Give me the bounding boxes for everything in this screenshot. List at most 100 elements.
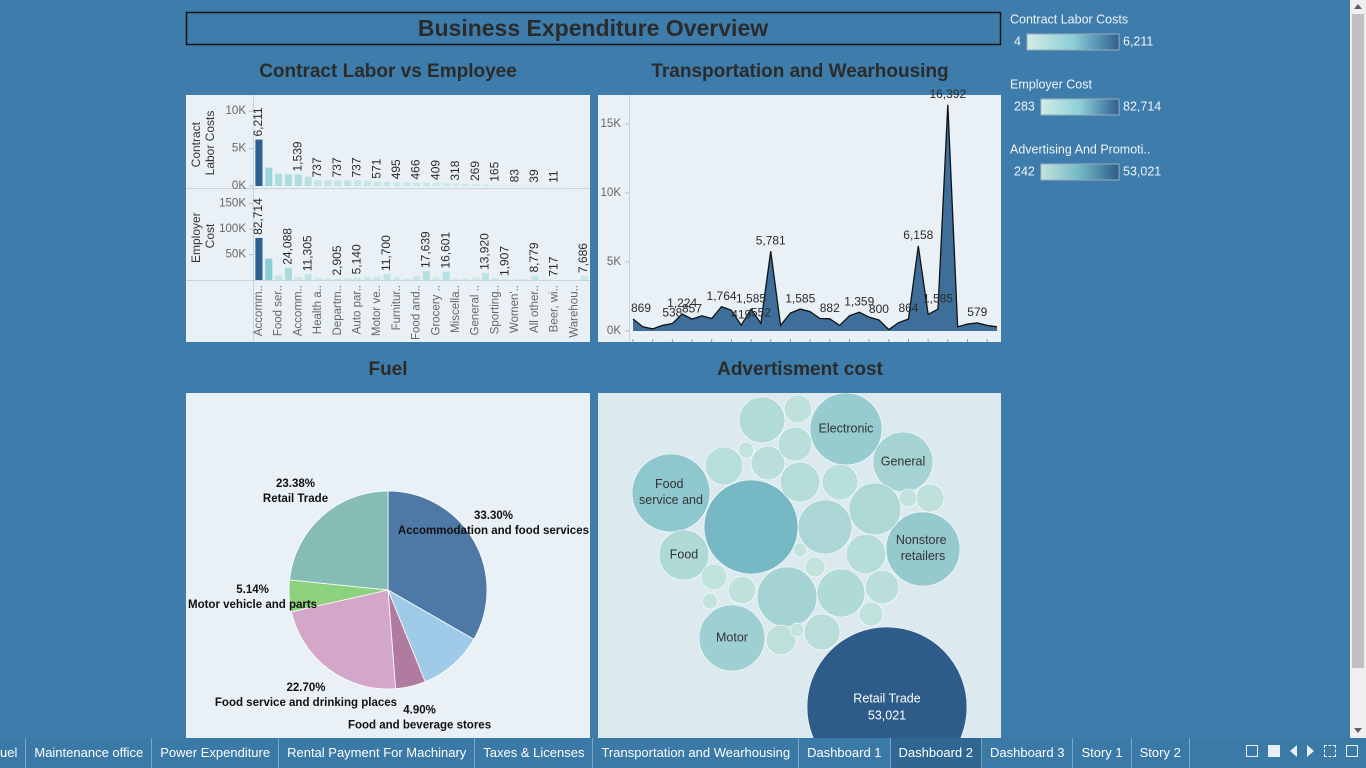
bar [304,176,312,186]
x-tick-label: General .. [470,285,482,336]
slice-label: Motor vehicle and parts [188,599,317,611]
data-label: 737 [310,157,324,177]
data-label: 579 [967,305,987,319]
bubble [789,622,805,638]
tab[interactable]: Maintenance office [26,738,153,768]
bar [294,174,302,186]
icon[interactable] [1324,745,1336,757]
bubble [816,568,866,618]
tab[interactable]: Dashboard 1 [799,738,891,768]
icon[interactable] [1290,745,1297,757]
data-label: 165 [488,161,502,181]
bubble [701,592,719,610]
panel [598,95,1001,342]
bar [511,185,519,186]
bubble [727,575,757,605]
icon[interactable] [1346,745,1358,757]
data-label: 17,639 [419,231,433,268]
bar [580,276,588,280]
data-label: 717 [547,256,561,276]
icon[interactable] [1246,745,1258,757]
tab[interactable]: uel [0,738,27,768]
bubble-label: Nonstore retailers [896,533,950,563]
chart-title: Fuel [368,359,407,380]
y-tick-label: 0K [232,180,246,192]
data-label: 39 [527,169,541,183]
legend-title: Contract Labor Costs [1010,12,1128,26]
bubble [698,604,766,672]
bar [422,271,430,280]
data-label: 269 [468,161,482,181]
legend-min: 242 [1014,164,1035,178]
data-label: 24,088 [281,228,295,265]
data-label: 5,781 [756,233,786,247]
tab-bar: uel Maintenance office Power Expenditure Re… [0,738,1366,768]
data-label: 1,585 [785,291,815,305]
tab[interactable]: Power Expenditure [152,738,280,768]
legend-title: Advertising And Promoti.. [1010,142,1150,156]
scrollbar-thumb [1352,14,1364,668]
chart-title: Contract Labor vs Employee [259,61,517,82]
bar [481,184,490,186]
x-tick-label: Women'.. [509,285,521,333]
y-tick-label: 100K [219,223,246,235]
y-tick-label: 50K [226,249,247,261]
tab[interactable]: Rental Payment For Machinary [279,738,476,768]
legend-gradient [1040,163,1120,181]
bar [255,237,263,280]
x-tick-label: Miscella.. [450,285,462,333]
pie-slice [387,490,488,640]
bubble-label: Electronic [819,421,874,435]
scroll-down [1354,728,1362,733]
bar [363,180,371,186]
bar [304,274,312,280]
data-label: 538 [662,306,682,320]
y-tick-label: 5K [232,143,246,155]
bubble-label: Motor [716,630,748,644]
bar [501,185,509,186]
x-tick-label: Beer, wi.. [549,285,561,332]
x-tick-label: Food ser.. [273,285,285,336]
data-label: 1,585 [736,291,766,305]
tab[interactable]: Story 1 [1073,738,1132,768]
data-label: 11,700 [379,235,393,271]
x-tick-label: Sporting.. [489,285,501,334]
dashboard-title: Business Expenditure Overview [418,15,768,41]
bar [373,276,381,280]
tab[interactable]: Dashboard 2 [890,738,982,768]
chart-title: Advertisment cost [717,359,883,380]
bar [383,274,391,280]
bar [314,180,322,186]
icon[interactable] [1268,745,1280,757]
bar [481,272,490,280]
bar [442,271,450,280]
tab[interactable]: Taxes & Licenses [475,738,594,768]
data-label: 1,907 [497,246,511,276]
tab[interactable]: Transportation and Wearhousing [593,738,800,768]
icon[interactable] [1307,745,1314,757]
bar [334,278,342,280]
bubble [792,542,808,558]
data-label: 409 [428,160,442,180]
legend-max: 53,021 [1123,164,1161,178]
bubble-label: Food [670,547,699,561]
data-label: 16,601 [438,232,452,269]
bubble [750,445,786,481]
tab[interactable]: Dashboard 3 [982,738,1074,768]
tab[interactable]: Story 2 [1132,738,1190,768]
x-tick-label: Food and.. [411,285,423,340]
scroll-up [1354,4,1362,9]
bar [353,277,362,280]
bar [275,173,283,186]
data-label: 8,779 [527,242,541,272]
bar [284,267,293,280]
x-tick-label: Accomm.. [253,285,265,336]
bar [501,279,509,280]
bar [265,167,273,186]
y-tick-label: 10K [226,105,247,117]
bar [491,278,499,280]
data-label: 2,905 [330,245,344,275]
bubble [700,563,728,591]
bar [344,180,352,186]
bubble [915,483,945,513]
